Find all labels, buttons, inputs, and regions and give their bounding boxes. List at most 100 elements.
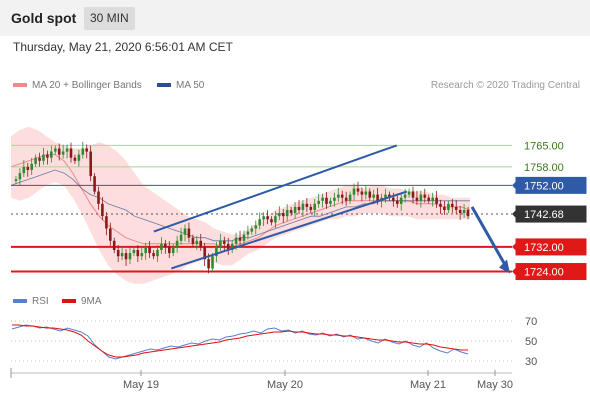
candle-body <box>321 197 324 201</box>
level-pointer-3 <box>512 209 517 220</box>
candle-body <box>282 213 285 217</box>
candle-body <box>81 148 85 155</box>
candle-body <box>399 197 403 204</box>
candle-body <box>168 246 171 254</box>
candle-body <box>427 197 430 201</box>
candle-body <box>65 148 69 152</box>
rsi-line <box>11 324 469 360</box>
candle-body <box>215 246 218 257</box>
candle-body <box>128 253 132 260</box>
candle-body <box>411 191 415 198</box>
candle-body <box>451 203 454 207</box>
candle-body <box>191 237 195 244</box>
candle-body <box>447 203 450 210</box>
candle-body <box>293 206 297 214</box>
candle-body <box>348 194 352 201</box>
candle-body <box>466 210 470 217</box>
candle-body <box>266 216 269 220</box>
candle-body <box>340 194 344 198</box>
candle-body <box>458 210 462 214</box>
candle-body <box>183 228 187 235</box>
legend-rsi: RSI <box>13 296 49 307</box>
candle-body <box>61 151 65 155</box>
trend-channel-line-1 <box>171 190 408 270</box>
candle-body <box>254 225 258 229</box>
bollinger-band <box>11 126 470 284</box>
candle-body <box>203 246 206 260</box>
rsi-tick-label: 70 <box>525 316 537 328</box>
credit-text: Research © 2020 Trading Central <box>430 80 580 91</box>
rsi-tick-label: 30 <box>525 356 537 368</box>
candle-body <box>73 157 77 161</box>
x-axis-tick-label: May 21 <box>410 379 446 391</box>
candle-body <box>160 243 163 250</box>
candle-body <box>344 197 348 201</box>
candle-body <box>105 216 108 229</box>
candle-body <box>309 206 313 210</box>
legend-9ma-label: 9MA <box>81 296 102 307</box>
instrument-title: Gold spot <box>11 10 77 26</box>
legend-ma20-bollinger: MA 20 + Bollinger Bands <box>13 80 142 91</box>
legend-9ma: 9MA <box>62 296 102 307</box>
candle-body <box>223 240 226 244</box>
candle-body <box>376 194 379 201</box>
candle-body <box>234 237 238 244</box>
candle-body <box>97 191 100 204</box>
candle-body <box>124 253 128 260</box>
candle-body <box>195 240 199 244</box>
candle-body <box>242 234 246 241</box>
candle-body <box>211 256 214 269</box>
candle-body <box>164 243 167 247</box>
candle-body <box>101 203 104 217</box>
candle-body <box>93 176 96 192</box>
x-axis-tick-label: May 19 <box>123 379 159 391</box>
level-pointer-4 <box>512 241 517 252</box>
level-label-1: 1758.00 <box>524 162 564 174</box>
candle-body <box>368 191 372 198</box>
candle-body <box>152 253 155 257</box>
candle-body <box>423 194 427 198</box>
candle-body <box>431 197 434 201</box>
candle-body <box>132 250 136 254</box>
timeframe-badge[interactable]: 30 MIN <box>84 7 135 30</box>
candle-body <box>403 194 407 198</box>
level-label-3: 1742.68 <box>524 209 564 221</box>
candle-body <box>250 228 254 232</box>
candle-body <box>89 151 92 177</box>
candle-body <box>50 151 53 158</box>
candle-body <box>352 188 356 195</box>
candle-body <box>26 166 30 170</box>
legend-ma50-label: MA 50 <box>176 80 205 91</box>
legend-ma20-swatch <box>13 83 27 88</box>
candle-body <box>364 191 368 195</box>
legend-rsi-swatch <box>13 299 27 304</box>
candle-body <box>42 154 45 161</box>
candle-body <box>297 206 301 210</box>
candle-body <box>77 154 81 161</box>
candle-body <box>109 228 112 241</box>
rsi-ma-line <box>12 324 468 358</box>
candle-body <box>171 246 175 254</box>
candle-body <box>38 157 41 161</box>
legend-ma50-swatch <box>157 83 171 88</box>
candle-body <box>435 197 438 204</box>
level-label-2: 1752.00 <box>524 180 564 192</box>
candle-body <box>187 228 191 238</box>
candle-body <box>384 194 387 198</box>
candle-body <box>262 216 265 220</box>
candle-body <box>22 166 26 174</box>
level-label-5: 1724.00 <box>524 267 564 279</box>
candle-body <box>136 250 140 257</box>
legend-rsi-label: RSI <box>32 296 49 307</box>
candle-body <box>274 216 277 223</box>
level-label-4: 1732.00 <box>524 242 564 254</box>
candle-body <box>120 253 124 257</box>
candle-body <box>443 206 446 210</box>
candle-body <box>57 148 61 155</box>
candle-body <box>85 148 88 152</box>
candle-body <box>301 203 305 210</box>
x-axis-tick-label: May 20 <box>267 379 303 391</box>
candle-body <box>407 191 411 195</box>
candle-body <box>144 246 147 254</box>
